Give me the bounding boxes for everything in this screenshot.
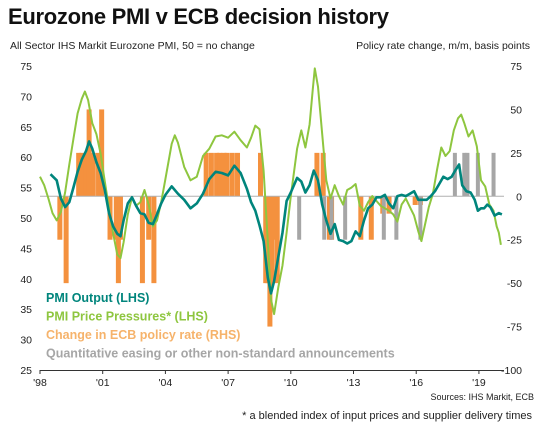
pmi-lines	[39, 67, 503, 316]
legend-pmi-output: PMI Output (LHS)	[46, 291, 149, 305]
right-tick-label: -25	[507, 235, 522, 247]
rate-change-bar	[96, 152, 102, 197]
qe-announcement-bar	[322, 196, 327, 240]
right-tick-label: -75	[507, 322, 522, 334]
qe-announcement-bar	[465, 152, 470, 197]
left-tick-label: 65	[20, 122, 32, 134]
left-tick-label: 35	[20, 304, 32, 316]
right-axis: -100 -75 -50 -25 0 25 50 75	[501, 61, 522, 377]
source-note: Sources: IHS Markit, ECB	[430, 392, 534, 402]
qe-announcement-bar	[381, 196, 386, 240]
left-tick-label: 55	[20, 183, 32, 195]
rate-change-bar	[208, 152, 214, 197]
pmi-price-pressures-line	[39, 67, 502, 316]
qe-announcement-bar	[343, 196, 348, 240]
qe-announcement-bar	[475, 152, 480, 197]
rate-change-bar	[76, 152, 82, 197]
qe-announcement-bar	[329, 196, 334, 240]
left-tick-label: 40	[20, 274, 32, 286]
rate-change-bar	[117, 196, 123, 240]
x-axis: '98 '01 '04 '07 '10 '13 '16 '19	[33, 370, 504, 389]
rate-change-bar	[63, 196, 69, 284]
rate-change-bar	[99, 109, 105, 197]
rate-change-bar	[86, 109, 92, 197]
x-tick-label: '07	[221, 377, 235, 389]
right-tick-label: -100	[501, 365, 522, 377]
rate-change-bar	[412, 196, 418, 205]
chart-title: Eurozone PMI v ECB decision history	[8, 4, 389, 29]
legend-pmi-prices: PMI Price Pressures* (LHS)	[46, 310, 208, 324]
left-axis: 25 30 35 40 45 50 55 60 65 70 75	[20, 61, 32, 377]
left-tick-label: 70	[20, 91, 32, 103]
qe-announcement-bar	[462, 152, 467, 197]
x-tick-label: '10	[284, 377, 298, 389]
x-tick-label: '04	[159, 377, 173, 389]
rate-change-bar	[269, 196, 275, 284]
x-tick-label: '19	[472, 377, 486, 389]
x-tick-label: '01	[96, 377, 110, 389]
right-tick-label: 0	[516, 191, 522, 203]
rate-change-bar	[57, 196, 63, 240]
rate-change-bar	[90, 152, 96, 197]
footnote: * a blended index of input prices and su…	[242, 410, 532, 422]
right-tick-label: 50	[510, 104, 522, 116]
rate-change-bar	[314, 152, 320, 197]
rate-change-bar	[368, 196, 374, 240]
rate-change-bar	[214, 152, 220, 197]
rate-change-bar	[139, 196, 145, 284]
rate-change-bar	[151, 196, 157, 284]
right-tick-label: 75	[510, 61, 522, 73]
rate-change-bar	[274, 196, 280, 284]
rate-change-bar	[79, 152, 85, 197]
x-tick-label: '98	[33, 377, 47, 389]
left-axis-subtitle: All Sector IHS Markit Eurozone PMI, 50 =…	[10, 40, 255, 52]
left-tick-label: 45	[20, 243, 32, 255]
rate-change-bar	[358, 196, 364, 240]
rate-change-bar	[203, 152, 209, 197]
rate-change-bar	[320, 152, 326, 197]
pmi-output-line	[49, 140, 503, 295]
qe-announcement-bar	[418, 196, 423, 240]
rate-change-bar	[235, 152, 241, 197]
left-tick-label: 30	[20, 335, 32, 347]
qe-announcement-bar	[491, 152, 496, 197]
legend-qe: Quantitative easing or other non-standar…	[46, 347, 395, 361]
rate-change-bar	[217, 152, 223, 197]
left-tick-label: 50	[20, 213, 32, 225]
rate-change-bar	[83, 152, 89, 197]
left-tick-label: 60	[20, 152, 32, 164]
rate-change-bar	[258, 152, 264, 197]
right-tick-label: -50	[507, 278, 522, 290]
legend-rate-change: Change in ECB policy rate (RHS)	[46, 328, 240, 342]
left-tick-label: 75	[20, 61, 32, 73]
left-tick-label: 25	[20, 365, 32, 377]
rate-change-bar	[229, 152, 235, 197]
x-tick-label: '13	[347, 377, 361, 389]
x-tick-label: '16	[409, 377, 423, 389]
legend: PMI Output (LHS) PMI Price Pressures* (LH…	[46, 291, 395, 361]
right-axis-subtitle: Policy rate change, m/m, basis points	[356, 40, 530, 52]
right-tick-label: 25	[510, 148, 522, 160]
qe-announcement-bar	[452, 152, 457, 197]
qe-announcement-bar	[297, 196, 302, 240]
rate-change-bar	[146, 196, 152, 240]
